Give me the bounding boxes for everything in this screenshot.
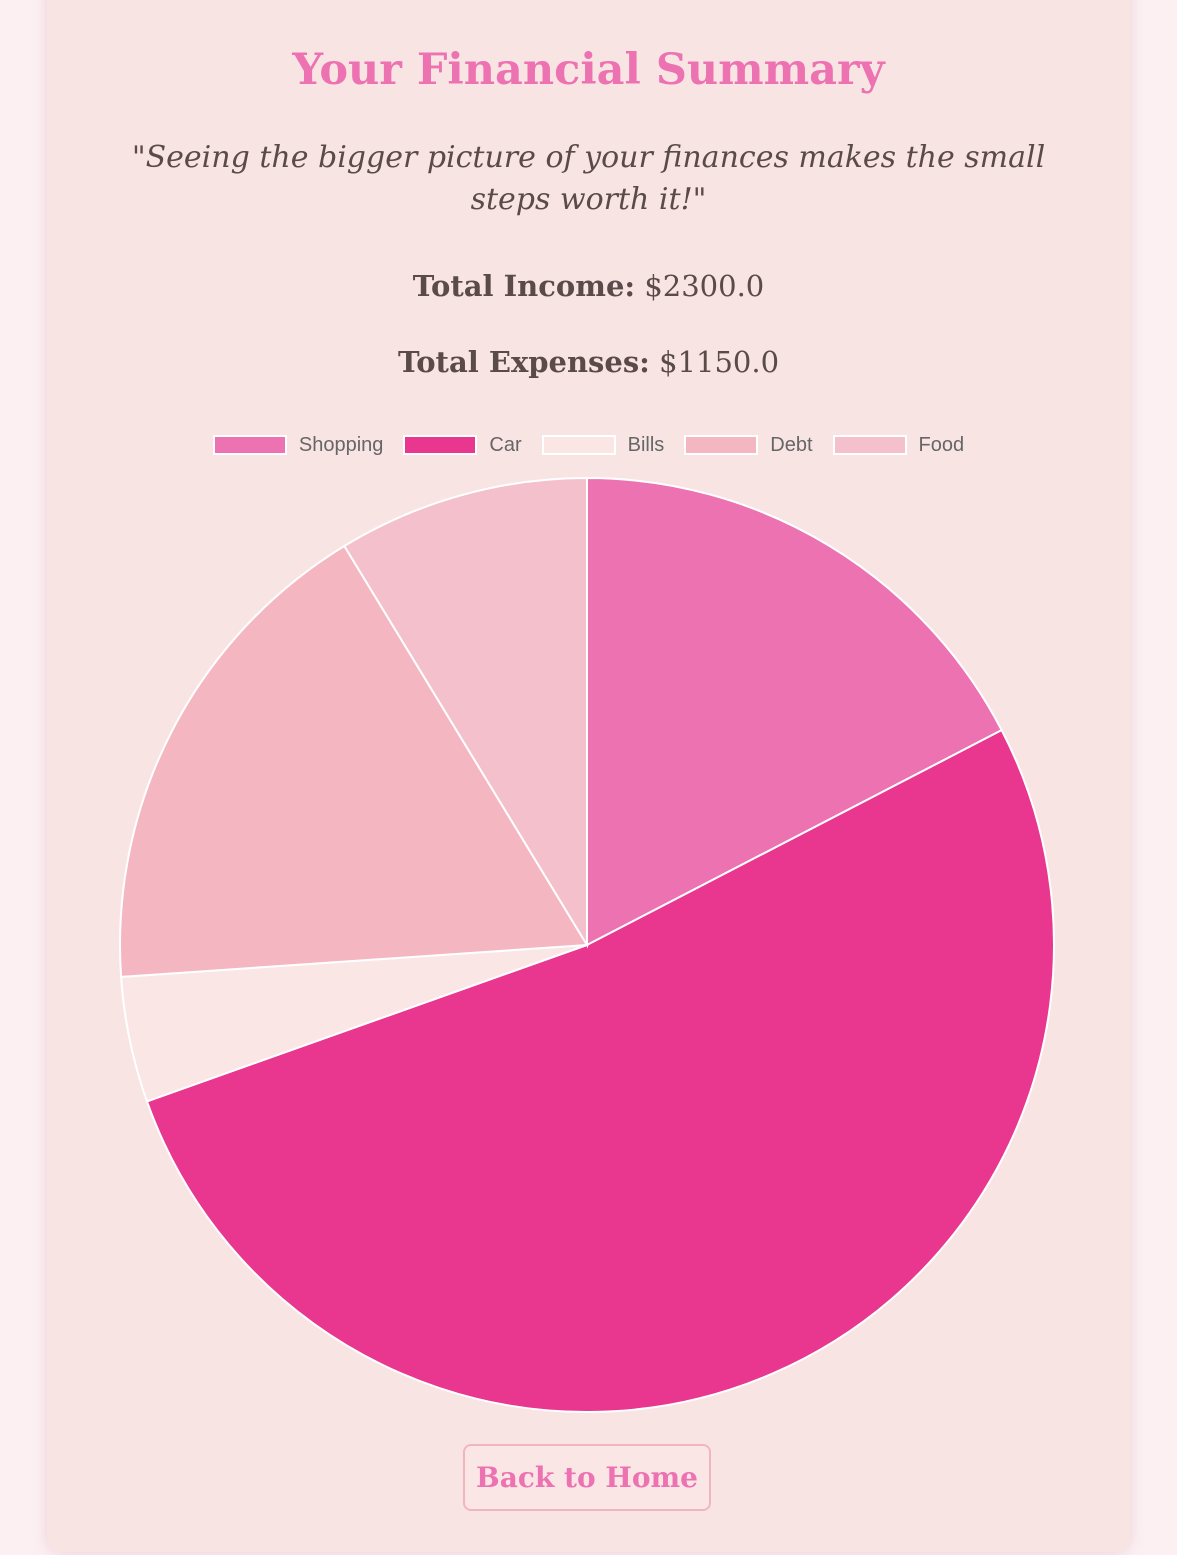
legend-item-shopping[interactable]: Shopping xyxy=(212,431,384,459)
legend-swatch xyxy=(541,435,616,455)
chart-legend: Shopping Car Bills Debt Food xyxy=(0,431,1177,459)
total-income: Total Income: $2300.0 xyxy=(0,266,1177,306)
legend-label: Bills xyxy=(627,433,665,456)
legend-item-food[interactable]: Food xyxy=(832,431,965,459)
total-expenses-label: Total Expenses: xyxy=(397,345,650,379)
pie-slice-shopping[interactable] xyxy=(586,476,1003,947)
legend-swatch xyxy=(403,435,478,455)
legend-item-debt[interactable]: Debt xyxy=(684,431,813,459)
legend-label: Shopping xyxy=(298,433,384,456)
motivational-quote: "Seeing the bigger picture of your finan… xyxy=(131,140,1046,217)
total-income-value: $2300.0 xyxy=(644,269,765,303)
legend-swatch xyxy=(212,435,287,455)
legend-swatch xyxy=(832,435,907,455)
pie-slice-car[interactable] xyxy=(145,728,1055,1413)
back-to-home-button[interactable]: Back to Home xyxy=(463,1444,711,1511)
legend-label: Car xyxy=(489,433,522,456)
legend-label: Debt xyxy=(770,433,813,456)
page-title: Your Financial Summary xyxy=(292,45,885,95)
pie-slice-food[interactable] xyxy=(342,476,588,949)
legend-item-car[interactable]: Car xyxy=(403,431,522,459)
pie-slice-debt[interactable] xyxy=(119,544,589,978)
legend-swatch xyxy=(684,435,759,455)
legend-item-bills[interactable]: Bills xyxy=(541,431,665,459)
legend-label: Food xyxy=(918,433,965,456)
total-income-label: Total Income: xyxy=(412,269,636,303)
total-expenses: Total Expenses: $1150.0 xyxy=(0,342,1177,382)
total-expenses-value: $1150.0 xyxy=(659,345,780,379)
